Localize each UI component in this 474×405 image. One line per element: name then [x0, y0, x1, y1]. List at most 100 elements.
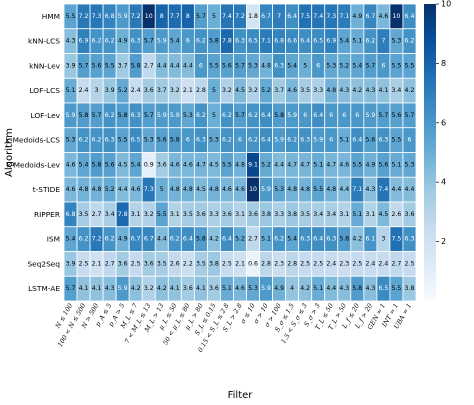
colorbar-tick-label: 2 [441, 237, 446, 246]
cell-value-label: 6.4 [287, 13, 297, 20]
cell-value-label: 4.6 [287, 87, 297, 94]
cell-value-label: 8 [160, 13, 164, 20]
cell-value-label: 5 [212, 112, 216, 119]
cell-value-label: 3.6 [144, 260, 154, 267]
cell-value-label: 4.4 [392, 186, 402, 193]
cell-value-label: 2.1 [183, 87, 193, 94]
cell-value-label: 5.3 [248, 285, 258, 292]
cell-value-label: 2.8 [287, 260, 297, 267]
cell-value-label: 7.7 [170, 13, 180, 20]
cell-value-label: 6.2 [196, 38, 206, 45]
cell-value-label: 2.8 [196, 87, 206, 94]
cell-value-label: 4.6 [235, 285, 245, 292]
cell-value-label: 4.8 [209, 186, 219, 193]
row-label: ISM [47, 235, 60, 244]
cell-value-label: 7.4 [222, 13, 232, 20]
cell-value-label: 3.8 [209, 260, 219, 267]
cell-value-label: 6.2 [105, 38, 115, 45]
cell-value-label: 4.9 [118, 38, 128, 45]
cell-value-label: 4.5 [196, 186, 206, 193]
cell-value-label: 5.8 [79, 112, 89, 119]
cell-value-label: 2.5 [79, 260, 89, 267]
cell-value-label: 4.5 [378, 211, 388, 218]
cell-value-label: 3.5 [157, 260, 167, 267]
cell-value-label: 5.5 [392, 62, 402, 69]
cell-value-label: 5 [160, 186, 164, 193]
cell-value-label: 6.2 [196, 112, 206, 119]
cell-value-label: 3.6 [405, 211, 415, 218]
cell-value-label: 7.4 [378, 186, 388, 193]
cell-value-label: 3.5 [300, 87, 310, 94]
cell-value-label: 3.5 [183, 211, 193, 218]
cell-value-label: 4.4 [183, 62, 193, 69]
cell-value-label: 5.8 [274, 112, 284, 119]
cell-value-label: 6.7 [144, 236, 154, 243]
cell-value-label: 5.7 [365, 62, 375, 69]
cell-value-label: 4.3 [66, 38, 76, 45]
cell-value-label: 4.8 [287, 186, 297, 193]
cell-value-label: 7.1 [339, 13, 349, 20]
cell-value-label: 4.2 [352, 236, 362, 243]
cell-value-label: 4.8 [79, 186, 89, 193]
cell-value-label: 7.3 [92, 13, 102, 20]
cell-value-label: 6 [355, 112, 359, 119]
cell-value-label: 3.4 [313, 211, 323, 218]
cell-value-label: 5.7 [405, 112, 415, 119]
cell-value-label: 5.4 [170, 38, 180, 45]
cell-value-label: 5.2 [105, 186, 115, 193]
row-label: HMM [42, 12, 60, 21]
cell-value-label: 4.3 [339, 87, 349, 94]
cell-value-label: 6.2 [248, 112, 258, 119]
cell-value-label: 2.5 [131, 260, 141, 267]
cell-value-label: 5.9 [274, 137, 284, 144]
cell-value-label: 4.7 [300, 161, 310, 168]
cell-value-label: 6.2 [105, 236, 115, 243]
row-label: RIPPER [34, 210, 60, 219]
cell-value-label: 6.3 [196, 137, 206, 144]
cell-value-label: 4.1 [170, 285, 180, 292]
cell-value-label: 5 [212, 13, 216, 20]
colorbar-tick-label: 4 [441, 178, 446, 187]
cell-value-label: 6 [199, 62, 203, 69]
cell-value-label: 4 [290, 285, 294, 292]
cell-value-label: 5 [212, 87, 216, 94]
cell-value-label: 5.4 [287, 236, 297, 243]
cell-value-label: 5.7 [235, 62, 245, 69]
cell-value-label: 3.3 [274, 211, 284, 218]
row-label: LOF-Lev [31, 111, 61, 120]
cell-value-label: 5.1 [261, 236, 271, 243]
cell-value-label: 5.8 [196, 236, 206, 243]
cell-value-label: 3.2 [170, 87, 180, 94]
cell-value-label: 5.2 [339, 62, 349, 69]
cell-value-label: 5.8 [209, 38, 219, 45]
row-label: kNN-LCS [28, 37, 60, 46]
cell-value-label: 2.5 [222, 260, 232, 267]
cell-value-label: 4.7 [287, 161, 297, 168]
cell-value-label: 5.8 [339, 236, 349, 243]
cell-value-label: 5.5 [392, 137, 402, 144]
cell-value-label: 4.6 [222, 186, 232, 193]
cell-value-label: 6.4 [313, 236, 323, 243]
cell-value-label: 4.4 [157, 236, 167, 243]
cell-value-label: 4.7 [196, 161, 206, 168]
cell-value-label: 7.8 [222, 38, 232, 45]
cell-value-label: 7.1 [261, 38, 271, 45]
cell-value-label: 6.8 [105, 13, 115, 20]
cell-value-label: 3.7 [118, 62, 128, 69]
cell-value-label: 3.1 [131, 211, 141, 218]
cell-value-label: 3 [381, 236, 385, 243]
cell-value-label: 2.8 [261, 260, 271, 267]
cell-value-label: 4.5 [118, 161, 128, 168]
cell-value-label: 5.2 [261, 87, 271, 94]
cell-value-label: 6.4 [183, 236, 193, 243]
colorbar-tick-label: 10 [441, 0, 451, 9]
cell-value-label: 3.6 [118, 260, 128, 267]
cell-value-label: 5.4 [66, 236, 76, 243]
cell-value-label: 4.6 [66, 186, 76, 193]
cell-value-label: 0.9 [144, 161, 154, 168]
cell-value-label: 6.2 [274, 236, 284, 243]
cell-value-label: 5.9 [66, 112, 76, 119]
cell-value-label: 6.2 [248, 137, 258, 144]
cell-value-label: 2.1 [235, 260, 245, 267]
